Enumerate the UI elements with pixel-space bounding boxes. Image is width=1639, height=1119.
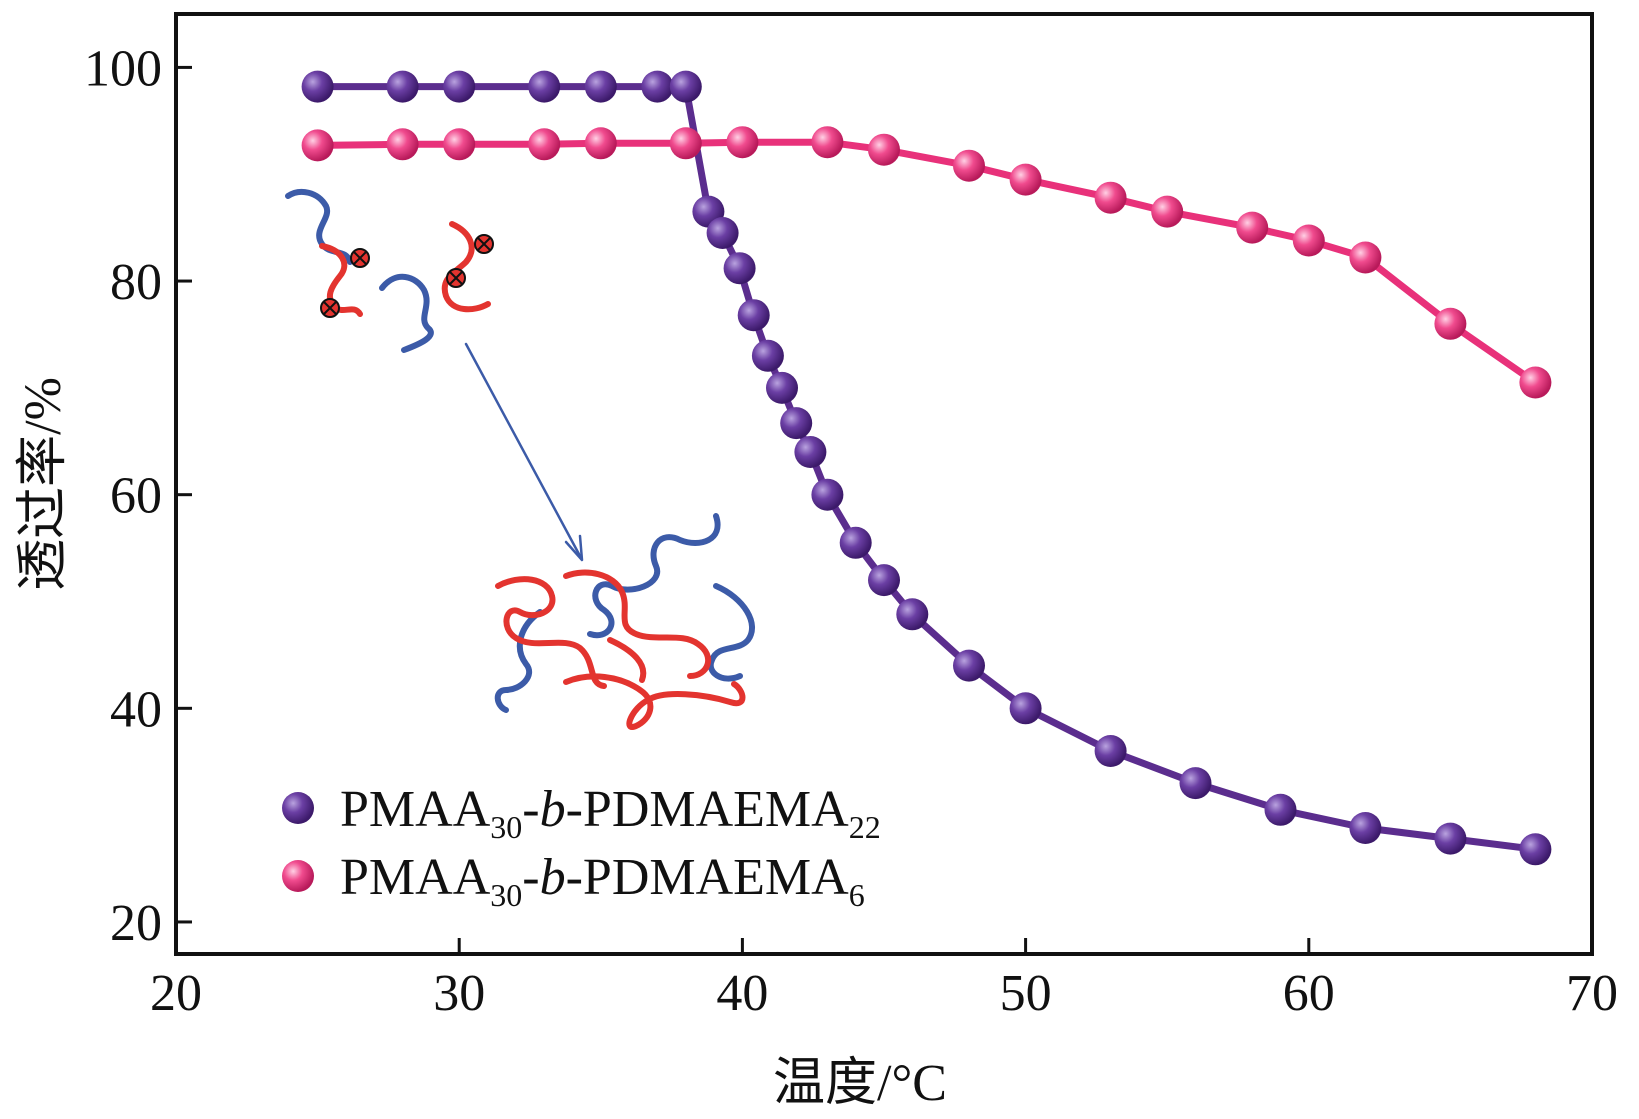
- series-1-point: [839, 526, 872, 559]
- plot-frame: [174, 12, 1594, 956]
- series-1-point: [584, 70, 617, 103]
- charge-marker-3: [446, 268, 466, 288]
- series-1: [301, 70, 1552, 866]
- series-1-point: [1434, 822, 1467, 855]
- legend-label-series-1: PMAA30-b-PDMAEMA22: [340, 781, 881, 845]
- x-axis-title: 温度/°C: [773, 1055, 947, 1112]
- series-1-point: [386, 70, 419, 103]
- x-tick-label: 40: [716, 965, 768, 1022]
- series-1-point: [706, 217, 739, 249]
- series-1-point: [1519, 833, 1552, 866]
- x-tick-label: 30: [433, 965, 485, 1022]
- series-1-point: [751, 339, 784, 372]
- axis-ticks: [174, 65, 1594, 954]
- series-2: [301, 126, 1552, 399]
- series-2-point: [1009, 163, 1042, 196]
- y-tick-label: 20: [110, 895, 162, 952]
- series-2-point: [1349, 241, 1382, 274]
- series-2-point: [1236, 211, 1269, 244]
- legend-label-series-2: PMAA30-b-PDMAEMA6: [340, 849, 865, 913]
- polymer-chain-illustration: [285, 188, 756, 730]
- series-1-point: [1179, 767, 1212, 800]
- series-1-point: [953, 649, 985, 682]
- y-axis-title: 透过率/%: [15, 377, 72, 591]
- series-2-point: [301, 129, 334, 162]
- legend-item-series-1: PMAA30-b-PDMAEMA22: [282, 781, 881, 845]
- series-1-point: [780, 407, 813, 440]
- x-tick-label: 20: [150, 965, 202, 1022]
- series-1-point: [1349, 812, 1382, 844]
- series-1-point: [794, 436, 827, 468]
- x-tick-label: 60: [1283, 965, 1335, 1022]
- series-1-point: [443, 70, 476, 103]
- series-2-point: [1292, 224, 1325, 257]
- series-2-point: [1519, 366, 1552, 399]
- series-1-point: [641, 70, 674, 103]
- series-2-point: [386, 128, 419, 161]
- series-1-point: [669, 70, 702, 103]
- series-2-point: [1434, 307, 1467, 340]
- series-2-point: [1151, 195, 1184, 228]
- legend-marker-series-2: [282, 860, 314, 892]
- charge-marker-4: [474, 234, 494, 254]
- series-2-point: [811, 126, 844, 159]
- transition-arrow: [464, 342, 584, 562]
- axis-tick-labels: 20 30 40 50 60 70 20 40 60 80 100: [84, 40, 1618, 1022]
- x-tick-label: 50: [1000, 965, 1052, 1022]
- legend: PMAA30-b-PDMAEMA22 PMAA30-b-PDMAEMA6: [282, 781, 881, 913]
- y-tick-label: 80: [110, 254, 162, 311]
- series-1-point: [737, 299, 770, 332]
- series-1-point: [723, 252, 756, 285]
- charge-marker-1: [350, 248, 370, 268]
- series-1-point: [868, 564, 900, 597]
- series-1-point: [896, 598, 929, 631]
- series-1-point: [811, 478, 844, 511]
- red-chain-aggregate-1: [495, 576, 607, 689]
- series-2-point: [1094, 181, 1127, 214]
- legend-item-series-2: PMAA30-b-PDMAEMA6: [282, 849, 865, 913]
- series-2-point: [953, 149, 985, 182]
- blue-chain-aggregate-3: [494, 609, 543, 713]
- series-1-line: [317, 83, 1536, 853]
- series-2-point: [868, 133, 900, 166]
- series-1-point: [528, 70, 561, 103]
- series-1-point: [1009, 692, 1042, 725]
- y-tick-label: 100: [84, 40, 162, 97]
- blue-chain-small-2: [379, 274, 434, 353]
- series-1-point: [301, 70, 334, 103]
- red-chain-aggregate-3: [563, 673, 746, 730]
- blue-chain-aggregate-2: [707, 583, 756, 682]
- y-tick-label: 40: [110, 681, 162, 738]
- series-2-point: [528, 128, 561, 161]
- red-chain-aggregate-4: [607, 637, 647, 683]
- series-1-point: [766, 371, 798, 404]
- y-tick-label: 60: [110, 468, 162, 525]
- x-tick-label: 70: [1566, 965, 1618, 1022]
- series-2-point: [726, 126, 759, 159]
- legend-marker-series-1: [282, 792, 314, 824]
- blue-chain-aggregate-1: [587, 513, 721, 639]
- series-1-point: [1094, 735, 1127, 767]
- series-2-point: [669, 127, 702, 160]
- charge-marker-2: [320, 298, 340, 318]
- series-2-point: [584, 127, 617, 160]
- series-1-point: [1264, 793, 1297, 826]
- red-chain-small-1: [319, 243, 363, 317]
- series-2-point: [443, 128, 476, 161]
- red-chain-aggregate-2: [563, 569, 712, 679]
- series-layer: [301, 70, 1552, 866]
